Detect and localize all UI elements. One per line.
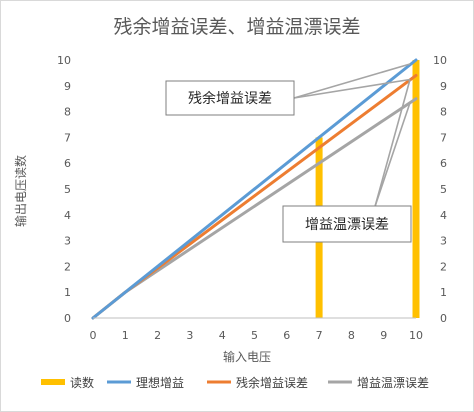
y-axis-left: 0 1 2 3 4 5 6 7 8 9 10 [57,54,71,325]
x-tick-8: 8 [348,329,355,342]
y-tick-right-2: 2 [440,260,447,273]
y-tick-left-0: 0 [64,312,71,325]
y-tick-right-3: 3 [440,235,447,248]
chart-title: 残余增益误差、增益温漂误差 [113,16,360,38]
y-tick-left-10: 10 [57,54,71,67]
x-tick-4: 4 [219,329,226,342]
y-tick-right-7: 7 [440,131,447,144]
callout-box-0 [165,80,295,116]
y-tick-left-5: 5 [64,183,71,196]
x-tick-2: 2 [154,329,161,342]
x-tick-1: 1 [122,329,129,342]
legend-label-3: 增益温漂误差 [357,376,429,390]
legend-label-0: 读数 [70,375,94,390]
y-tick-right-6: 6 [440,157,447,170]
y-tick-left-7: 7 [64,131,71,144]
y-tick-left-3: 3 [64,235,71,248]
x-tick-3: 3 [186,329,193,342]
x-axis-label: 输入电压 [223,349,271,364]
y-tick-left-6: 6 [64,157,71,170]
lines-layer [91,58,418,320]
legend-label-1: 理想增益 [136,375,184,390]
callout-leader-0-0 [293,63,411,99]
y-tick-right-1: 1 [440,286,447,299]
callout-leaders [293,63,411,207]
y-tick-right-8: 8 [440,106,447,119]
y-tick-left-1: 1 [64,286,71,299]
x-tick-0: 0 [90,329,97,342]
y-tick-right-0: 0 [440,312,447,325]
y-tick-left-2: 2 [64,260,71,273]
y-tick-left-8: 8 [64,106,71,119]
x-tick-6: 6 [283,329,290,342]
y-tick-right-10: 10 [433,54,447,67]
y-axis-label: 输出电压读数 [13,155,28,227]
y-tick-left-9: 9 [64,80,71,93]
y-tick-right-9: 9 [440,80,447,93]
y-tick-right-5: 5 [440,183,447,196]
callout-leader-1-0 [374,79,411,207]
y-tick-right-4: 4 [440,209,447,222]
legend-label-2: 残余增益误差 [236,375,308,390]
callout-text-0: 残余增益误差 [188,90,272,107]
x-tick-9: 9 [380,329,387,342]
bar-0-1 [412,60,420,318]
callout-box-1 [282,205,412,243]
x-tick-10: 10 [409,329,423,342]
y-tick-left-4: 4 [64,209,71,222]
callout-leader-0-1 [293,78,411,99]
series-line-0 [91,58,418,320]
x-tick-5: 5 [251,329,258,342]
callout-leader-1-1 [374,102,411,207]
y-axis-right: 0 1 2 3 4 5 6 7 8 9 10 [433,54,447,325]
legend: 读数 理想增益 残余增益误差 增益温漂误差 [41,375,429,390]
x-axis: 0 1 2 3 4 5 6 7 8 9 10 [90,317,423,342]
callout-text-1: 增益温漂误差 [305,217,389,233]
x-tick-7: 7 [316,329,323,342]
